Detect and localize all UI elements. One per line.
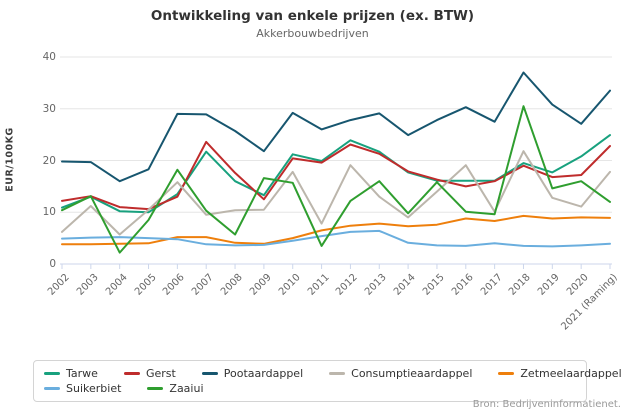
legend-swatch-gerst bbox=[123, 372, 140, 375]
legend-item-suikerbiet[interactable]: Suikerbiet bbox=[44, 382, 121, 395]
legend-item-tarwe[interactable]: Tarwe bbox=[44, 367, 98, 380]
chart-title: Ontwikkeling van enkele prijzen (ex. BTW… bbox=[150, 8, 475, 24]
legend-swatch-zaaiui bbox=[147, 387, 164, 390]
legend-swatch-consumptieaardappel bbox=[329, 372, 346, 375]
legend-item-zetmeelaardappel[interactable]: Zetmeelaardappel bbox=[498, 367, 622, 380]
chart-subtitle: Akkerbouwbedrijven bbox=[256, 27, 369, 40]
legend-item-zaaiui[interactable]: Zaaiui bbox=[147, 382, 204, 395]
series-line-tarwe[interactable] bbox=[61, 134, 611, 214]
series-line-zaaiui[interactable] bbox=[61, 105, 611, 254]
legend: Tarwe Gerst Pootaardappel Consumptieaardapp… bbox=[33, 360, 622, 402]
legend-swatch-tarwe bbox=[44, 372, 60, 375]
plot-area bbox=[60, 56, 612, 269]
legend-swatch-pootaardappel bbox=[201, 372, 218, 375]
legend-row-1: Tarwe Gerst Pootaardappel Consumptieaardapp… bbox=[44, 366, 622, 381]
y-axis-label-30: 30 bbox=[42, 102, 56, 115]
series-line-consumptieaardappel[interactable] bbox=[61, 150, 611, 236]
series-line-gerst[interactable] bbox=[61, 140, 611, 211]
legend-label: Tarwe bbox=[66, 367, 98, 380]
legend-label: Zaaiui bbox=[169, 382, 204, 395]
legend-label: Consumptieaardappel bbox=[351, 367, 473, 380]
legend-swatch-zetmeelaardappel bbox=[498, 372, 515, 375]
series-line-suikerbiet[interactable] bbox=[61, 229, 611, 248]
legend-label: Suikerbiet bbox=[66, 382, 122, 395]
y-axis-label-0: 0 bbox=[49, 258, 56, 270]
y-axis-label-40: 40 bbox=[42, 51, 56, 63]
legend-row-2: Suikerbiet Zaaiui bbox=[44, 381, 586, 396]
legend-item-consumptieaardappel[interactable]: Consumptieaardappel bbox=[329, 367, 472, 380]
legend-item-gerst[interactable]: Gerst bbox=[123, 367, 176, 380]
series-line-pootaardappel[interactable] bbox=[61, 71, 611, 183]
legend-label: Gerst bbox=[145, 367, 176, 380]
y-axis-label-20: 20 bbox=[42, 154, 56, 167]
legend-label: Zetmeelaardappel bbox=[520, 367, 622, 380]
source-credit: Bron: Bedrijveninformatienet. bbox=[472, 399, 621, 410]
y-axis-label-10: 10 bbox=[42, 206, 56, 219]
legend-item-pootaardappel[interactable]: Pootaardappel bbox=[201, 367, 304, 380]
legend-swatch-suikerbiet bbox=[44, 387, 60, 390]
legend-label: Pootaardappel bbox=[223, 367, 304, 380]
series-line-zetmeelaardappel[interactable] bbox=[61, 214, 611, 246]
